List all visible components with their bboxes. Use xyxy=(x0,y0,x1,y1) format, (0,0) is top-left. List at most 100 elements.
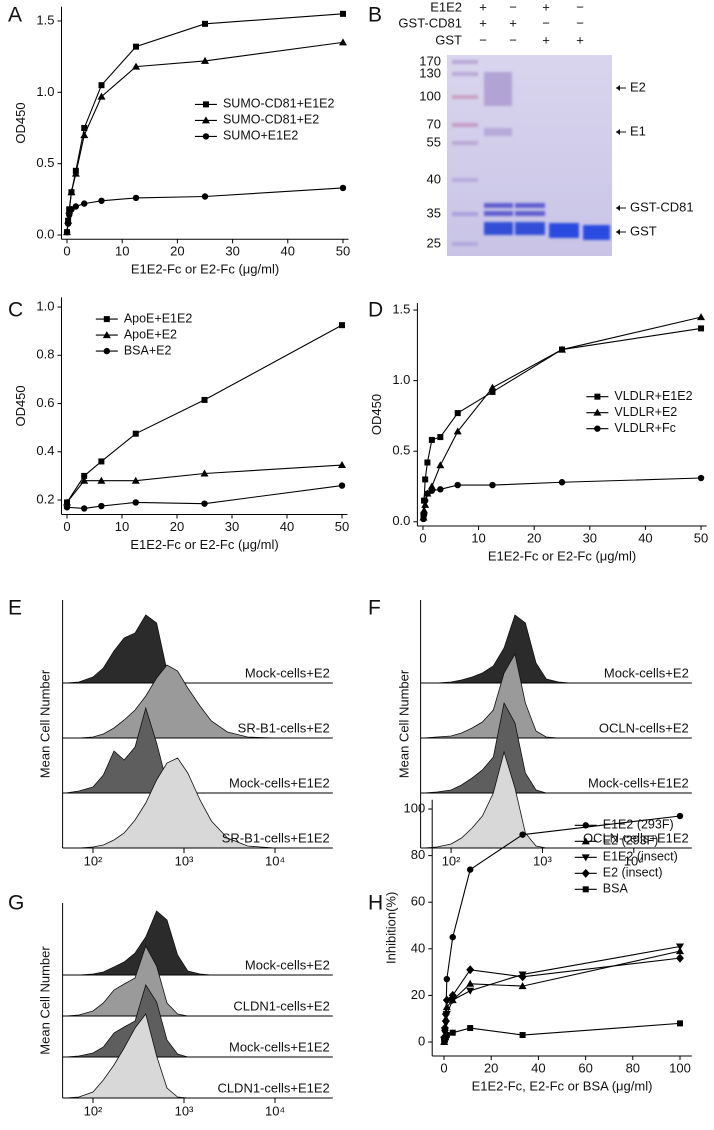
panel-letter: G xyxy=(8,892,24,915)
marker xyxy=(339,322,345,329)
marker xyxy=(133,43,140,50)
x-tick-label: 50 xyxy=(335,519,349,534)
y-tick-label: 20 xyxy=(411,987,425,1002)
trace-label: Mock-cells+E1E2 xyxy=(588,775,689,790)
panel-letter: F xyxy=(368,597,381,620)
histogram-trace xyxy=(65,664,330,739)
lane-mark: − xyxy=(509,0,517,14)
legend-marker xyxy=(581,854,590,862)
panel-letter: H xyxy=(368,892,383,915)
marker xyxy=(66,211,73,219)
marker xyxy=(424,459,431,466)
marker xyxy=(519,831,526,838)
marker xyxy=(80,476,89,484)
legend: E1E2 (293F) E2 (293F) E1E2 (insect) E2 (ins… xyxy=(574,818,678,896)
y-axis-label: OD450 xyxy=(369,394,384,435)
y-tick-label: 0 xyxy=(418,1033,425,1048)
series-line xyxy=(66,187,344,233)
marker xyxy=(67,188,76,196)
x-tick-label: 10⁴ xyxy=(624,853,644,868)
x-tick-label: 10 xyxy=(115,244,129,259)
panel-letter: A xyxy=(8,4,22,27)
y-axis-label: OD450 xyxy=(13,102,28,143)
marker xyxy=(98,502,105,510)
x-tick-label: 10 xyxy=(471,530,485,545)
ladder-label: 130 xyxy=(419,65,441,80)
legend-marker xyxy=(582,822,589,829)
x-tick-label: 80 xyxy=(626,1060,640,1075)
lane-mark: − xyxy=(542,15,550,30)
y-tick-label: 0.6 xyxy=(36,395,54,410)
marker xyxy=(466,987,475,995)
marker xyxy=(676,947,684,955)
y-tick-label: 0.0 xyxy=(36,226,54,241)
marker xyxy=(81,124,88,131)
marker xyxy=(697,474,705,482)
x-tick-label: 30 xyxy=(225,519,239,534)
ladder-label: 40 xyxy=(427,171,441,186)
legend: VLDLR+E1E2 VLDLR+E2 VLDLR+Fc xyxy=(586,389,693,435)
x-tick-label: 0 xyxy=(63,244,70,259)
legend-marker xyxy=(103,347,111,355)
marker xyxy=(442,995,451,1005)
legend-label: SUMO-CD81+E1E2 xyxy=(223,97,335,111)
y-tick-label: 0.0 xyxy=(392,513,410,528)
x-axis-label: E1E2-Fc or E2-Fc (μg/ml) xyxy=(488,548,636,563)
marker xyxy=(449,1029,456,1036)
legend-marker xyxy=(594,393,601,400)
ladder-label: 100 xyxy=(419,88,441,103)
marker xyxy=(698,325,705,332)
x-tick-label: 10³ xyxy=(175,853,194,868)
x-tick-label: 0 xyxy=(440,1060,447,1075)
lane-mark: + xyxy=(542,0,550,14)
lane-mark: + xyxy=(509,15,517,30)
marker xyxy=(440,1023,449,1033)
marker xyxy=(454,481,461,489)
series-line xyxy=(443,950,681,1043)
y-axis-label: OD450 xyxy=(13,385,28,426)
x-axis-label: E1E2-Fc or E2-Fc (μg/ml) xyxy=(131,262,279,277)
x-tick-label: 20 xyxy=(170,244,184,259)
marker xyxy=(202,20,208,27)
marker xyxy=(63,228,71,236)
legend-label: SUMO-CD81+E2 xyxy=(223,113,319,127)
y-tick-label: 40 xyxy=(411,940,425,955)
marker xyxy=(421,497,429,504)
lane-mark: + xyxy=(542,32,550,47)
y-tick-label: 1.5 xyxy=(392,301,410,316)
marker xyxy=(132,430,139,437)
marker xyxy=(519,1032,526,1039)
marker xyxy=(441,1020,450,1028)
lane-row-label: GST-CD81 xyxy=(398,15,462,30)
marker xyxy=(454,410,461,417)
marker xyxy=(97,92,106,100)
marker xyxy=(63,498,71,506)
y-tick-label: 1.0 xyxy=(392,372,410,387)
panel-letter: B xyxy=(368,4,382,27)
ladder-label: 55 xyxy=(427,134,441,149)
marker xyxy=(449,933,456,941)
legend-label: BSA xyxy=(603,882,629,896)
marker xyxy=(437,434,444,441)
marker xyxy=(64,220,72,227)
legend-marker xyxy=(582,886,589,893)
marker xyxy=(132,499,139,506)
legend-marker xyxy=(102,331,111,339)
series-line xyxy=(422,327,702,515)
histogram-trace xyxy=(65,757,330,849)
x-tick-label: 10² xyxy=(84,853,103,868)
legend-marker xyxy=(594,425,601,432)
panel-letter: D xyxy=(368,299,383,322)
panel-letter: E xyxy=(8,597,22,620)
marker xyxy=(489,388,496,395)
marker xyxy=(201,193,209,200)
legend-label: VLDLR+Fc xyxy=(614,421,675,435)
trace-label: Mock-cells+E2 xyxy=(245,957,330,972)
y-axis-label: Mean Cell Number xyxy=(37,669,52,778)
y-tick-label: 1.0 xyxy=(36,298,54,313)
marker xyxy=(518,982,527,990)
lane-mark: − xyxy=(576,0,584,14)
lane-mark: + xyxy=(479,15,487,30)
legend-label: VLDLR+E2 xyxy=(614,405,677,419)
